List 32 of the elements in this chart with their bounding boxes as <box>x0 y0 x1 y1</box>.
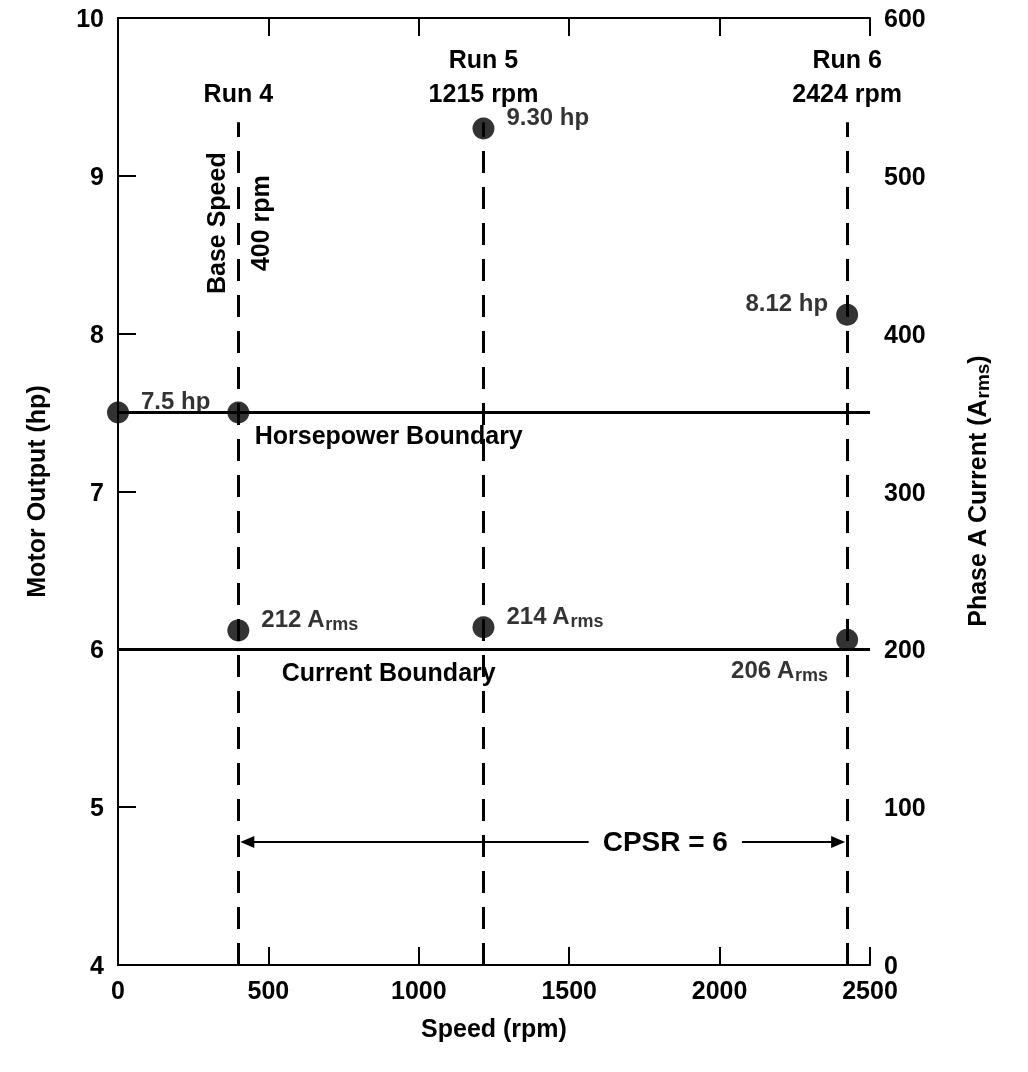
y-tick-label: 5 <box>90 793 105 822</box>
y-tick-label: 9 <box>90 161 104 190</box>
y2-axis-title: Phase A Current (Arms) <box>963 355 993 627</box>
y2-tick-label: 300 <box>884 477 926 506</box>
data-label: 8.12 hp <box>745 289 829 317</box>
point <box>472 117 495 140</box>
x-tick-label: 2000 <box>691 975 748 1004</box>
y2-tick-label: 500 <box>884 161 926 190</box>
y2-tick-label: 100 <box>884 793 926 822</box>
x-tick-label: 1500 <box>541 975 598 1004</box>
point <box>227 401 250 424</box>
point <box>107 401 129 424</box>
y-tick-label: 10 <box>76 4 104 32</box>
point <box>836 303 859 326</box>
ref-line-label: Horsepower Boundary <box>254 421 523 450</box>
y-tick-label: 7 <box>90 477 104 506</box>
ref-line-label: Run 6 2424 rpm <box>792 45 903 108</box>
y2-tick-label: 600 <box>884 4 926 32</box>
ref-line-label: Run 4 <box>203 79 274 108</box>
x-axis-title: Speed (rpm) <box>421 1013 567 1042</box>
y-tick-label: 8 <box>90 319 105 348</box>
annotation: CPSR = 6 <box>602 826 728 858</box>
y-axis-title: Motor Output (hp) <box>21 385 50 598</box>
x-tick-label: 0 <box>111 975 125 1004</box>
ref-line-label: Current Boundary <box>281 657 496 686</box>
x-tick-label: 1000 <box>390 975 447 1004</box>
annotation: Base Speed 400 rpm <box>202 152 275 295</box>
x-tick-label: 500 <box>247 975 290 1004</box>
y-tick-label: 4 <box>90 951 105 979</box>
y-tick-label: 6 <box>90 635 104 664</box>
y2-tick-label: 400 <box>884 319 926 348</box>
y2-tick-label: 200 <box>884 635 926 664</box>
